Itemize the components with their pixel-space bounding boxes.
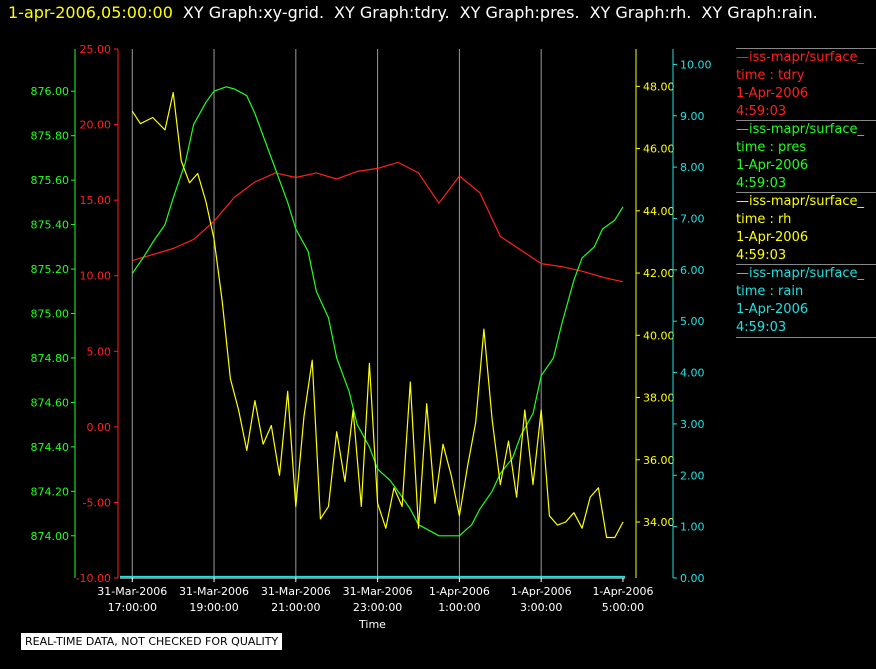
y-tick-label: 875.80: [31, 130, 70, 143]
y-tick-label: 36.00: [643, 454, 675, 467]
y-tick-label: 3.00: [680, 418, 705, 431]
legend-field: time : rh: [736, 212, 792, 227]
title-pres: XY Graph:pres.: [459, 3, 580, 22]
pres-line: [131, 86, 624, 537]
y-tick-label: 0.00: [680, 572, 705, 585]
y-tick-label: 34.00: [643, 516, 675, 529]
legend-time: 4:59:03: [736, 104, 787, 119]
x-tick-label: 1-Apr-2006: [511, 585, 572, 598]
y-tick-label: 4.00: [680, 367, 705, 380]
y-tick-label: 874.00: [31, 530, 70, 543]
title-tdry: XY Graph:tdry.: [334, 3, 450, 22]
x-tick-label: 1-Apr-2006: [429, 585, 490, 598]
x-tick-label: 21:00:00: [271, 601, 320, 614]
y-tick-label: 15.00: [80, 194, 112, 207]
x-tick-label: 31-Mar-2006: [97, 585, 167, 598]
y-tick-label: 44.00: [643, 205, 675, 218]
y-tick-label: 2.00: [680, 469, 705, 482]
x-tick-label: 19:00:00: [189, 601, 238, 614]
tdry-line: [132, 161, 624, 283]
legend-source: —iss-mapr/surface_: [736, 48, 876, 67]
legend-rain: —iss-mapr/surface_ time : rain 1-Apr-200…: [736, 264, 876, 339]
y-tick-label: -5.00: [83, 496, 111, 509]
y-tick-label: 874.60: [31, 396, 70, 409]
y-tick-label: 6.00: [680, 264, 705, 277]
y-tick-label: 9.00: [680, 110, 705, 123]
title-bar: 1-apr-2006,05:00:00 XY Graph:xy-grid. XY G…: [8, 3, 828, 25]
x-tick-label: 17:00:00: [108, 601, 157, 614]
y-tick-label: 1.00: [680, 521, 705, 534]
y-tick-label: 874.20: [31, 485, 70, 498]
y-tick-label: 874.40: [31, 441, 70, 454]
x-tick-label: 23:00:00: [353, 601, 402, 614]
y-tick-label: 875.20: [31, 263, 70, 276]
y-tick-label: 8.00: [680, 161, 705, 174]
legend-source: —iss-mapr/surface_: [736, 120, 876, 139]
x-tick-label: 1:00:00: [438, 601, 480, 614]
legend-field: time : tdry: [736, 68, 805, 83]
legend-source: —iss-mapr/surface_: [736, 192, 876, 211]
legend-rh: —iss-mapr/surface_ time : rh 1-Apr-2006 …: [736, 192, 876, 265]
legend-field: time : pres: [736, 140, 807, 155]
y-tick-label: 38.00: [643, 392, 675, 405]
legend-date: 1-Apr-2006: [736, 230, 809, 245]
y-tick-label: -10.00: [76, 572, 111, 585]
legend-date: 1-Apr-2006: [736, 302, 809, 317]
y-tick-label: 876.00: [31, 85, 70, 98]
x-tick-label: 31-Mar-2006: [343, 585, 413, 598]
y-tick-label: 7.00: [680, 212, 705, 225]
y-tick-label: 875.40: [31, 219, 70, 232]
y-tick-label: 874.80: [31, 352, 70, 365]
y-tick-label: 875.00: [31, 308, 70, 321]
x-tick-label: 5:00:00: [602, 601, 644, 614]
legend-source: —iss-mapr/surface_: [736, 264, 876, 283]
x-tick-label: 3:00:00: [520, 601, 562, 614]
legend-date: 1-Apr-2006: [736, 158, 809, 173]
quality-notice: REAL-TIME DATA, NOT CHECKED FOR QUALITY: [20, 632, 284, 651]
title-rh: XY Graph:rh.: [589, 3, 692, 22]
y-tick-label: 48.00: [643, 80, 675, 93]
timestamp: 1-apr-2006,05:00:00: [8, 3, 173, 22]
y-tick-label: 5.00: [87, 345, 112, 358]
legend-divider: [736, 337, 876, 339]
legend-field: time : rain: [736, 284, 804, 299]
legend-time: 4:59:03: [736, 176, 787, 191]
title-xy-grid: XY Graph:xy-grid.: [182, 3, 325, 22]
y-tick-label: 10.00: [80, 270, 112, 283]
legend-time: 4:59:03: [736, 248, 787, 263]
rh-line: [131, 91, 624, 539]
x-tick-label: 31-Mar-2006: [261, 585, 331, 598]
y-tick-label: 46.00: [643, 143, 675, 156]
legend-time: 4:59:03: [736, 320, 787, 335]
y-tick-label: 875.60: [31, 174, 70, 187]
x-tick-label: 31-Mar-2006: [179, 585, 249, 598]
y-tick-label: 42.00: [643, 267, 675, 280]
y-tick-label: 40.00: [643, 329, 675, 342]
x-axis-label: Time: [358, 618, 386, 631]
title-rain: XY Graph:rain.: [701, 3, 818, 22]
legend-pres: —iss-mapr/surface_ time : pres 1-Apr-200…: [736, 120, 876, 193]
y-tick-label: 0.00: [87, 421, 112, 434]
y-tick-label: 10.00: [680, 58, 712, 71]
y-tick-label: 25.00: [80, 43, 112, 56]
legend-tdry: —iss-mapr/surface_ time : tdry 1-Apr-200…: [736, 48, 876, 121]
x-tick-label: 1-Apr-2006: [592, 585, 653, 598]
legend-date: 1-Apr-2006: [736, 86, 809, 101]
y-tick-label: 5.00: [680, 315, 705, 328]
y-tick-label: 20.00: [80, 119, 112, 132]
